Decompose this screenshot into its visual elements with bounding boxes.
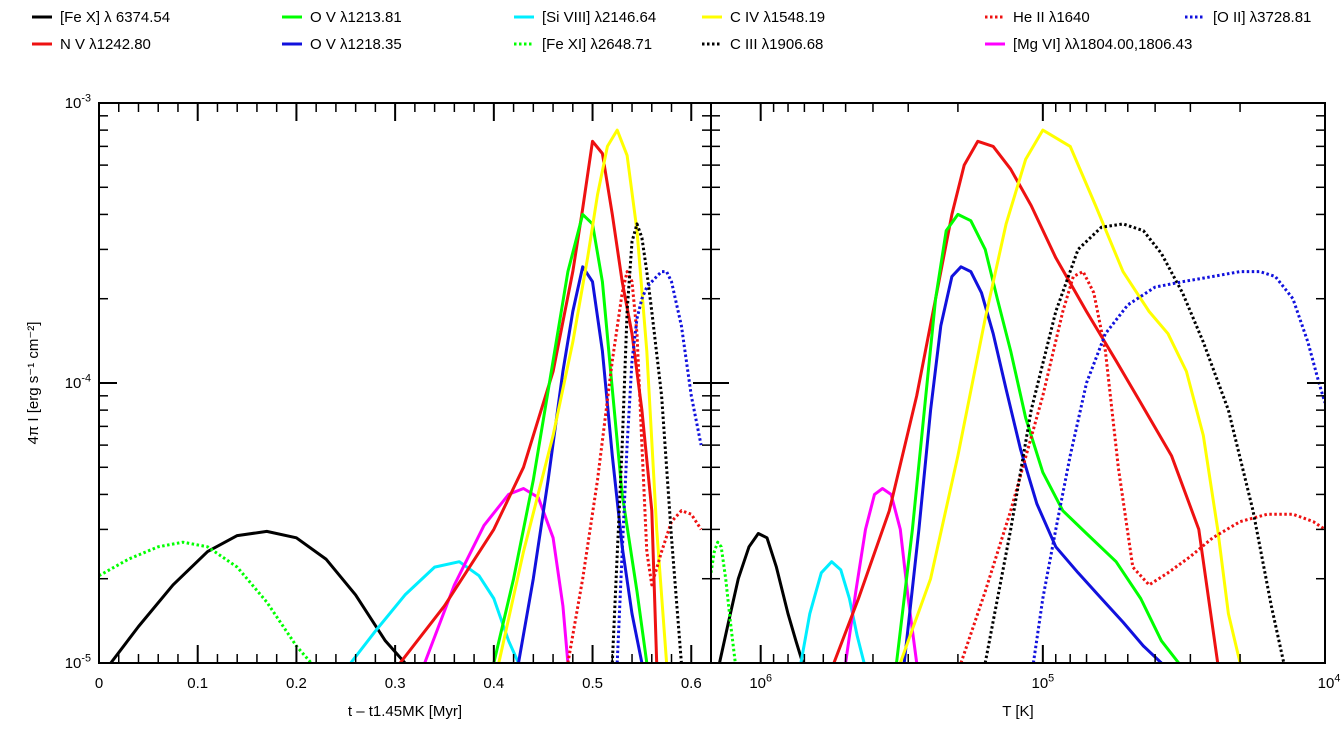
- plot-frame: [98, 102, 712, 664]
- y-ticks: [99, 102, 711, 664]
- series-line-mg-vi-1804-00-1806-43: [423, 487, 570, 663]
- y-axis-label: 4π I [erg s⁻¹ cm⁻²]: [25, 322, 42, 445]
- legend-label: N V λ1242.80: [60, 36, 151, 53]
- legend-label: C III λ1906.68: [730, 36, 823, 53]
- series-line-n-v-1242-80: [832, 139, 1220, 663]
- series-line-c-iii-1906-68: [610, 222, 683, 663]
- legend-item-c-iv-1548-19: C IV λ1548.19: [702, 9, 825, 26]
- x-axis-label: t – t1.45MK [Myr]: [348, 703, 462, 720]
- series-line-fe-x-6374-54: [109, 529, 407, 663]
- x-tick-label: 0: [95, 675, 103, 692]
- x-axis-label: T [K]: [1002, 703, 1033, 720]
- legend: [Fe X] λ 6374.54 O V λ1213.81 [Si VIII] λ2…: [32, 9, 1311, 53]
- legend-label: [Fe X] λ 6374.54: [60, 9, 170, 26]
- legend-item-o-ii-3728-81: [O II] λ3728.81: [1185, 9, 1311, 26]
- series-line-si-viii-2146-64: [799, 560, 866, 663]
- series-line-c-iv-1548-19: [497, 128, 669, 663]
- series-line-c-iv-1548-19: [898, 128, 1242, 663]
- series-line-o-v-1213-81: [492, 212, 649, 663]
- legend-label: [Fe XI] λ2648.71: [542, 36, 652, 53]
- series-line-o-v-1213-81: [895, 212, 1180, 663]
- legend-item-o-v-1213-81: O V λ1213.81: [282, 9, 402, 26]
- series-line-o-v-1218-35: [517, 265, 644, 663]
- series-line-o-ii-3728-81: [615, 270, 703, 663]
- x-tick-label: 104: [1318, 672, 1341, 692]
- legend-label: C IV λ1548.19: [730, 9, 825, 26]
- legend-label: [Mg VI] λλ1804.00,1806.43: [1013, 36, 1192, 53]
- legend-label: [O II] λ3728.81: [1213, 9, 1311, 26]
- series-line-fe-x-6374-54: [718, 532, 805, 663]
- x-tick-label: 0.4: [483, 675, 504, 692]
- legend-label: O V λ1218.35: [310, 36, 402, 53]
- series-line-he-ii-1640: [566, 270, 703, 663]
- legend-item-fe-xi-2648-71: [Fe XI] λ2648.71: [514, 36, 652, 53]
- series-line-o-v-1218-35: [902, 265, 1163, 663]
- legend-item-c-iii-1906-68: C III λ1906.68: [702, 36, 823, 53]
- legend-item-o-v-1218-35: O V λ1218.35: [282, 36, 402, 53]
- y-ticks: [711, 102, 1325, 664]
- legend-label: O V λ1213.81: [310, 9, 402, 26]
- legend-item-n-v-1242-80: N V λ1242.80: [32, 36, 151, 53]
- series-line-c-iii-1906-68: [983, 222, 1286, 663]
- x-tick-label: 0.2: [286, 675, 307, 692]
- y-tick-label: 10-3: [65, 92, 91, 112]
- series-line-n-v-1242-80: [398, 139, 659, 663]
- x-tick-label: 0.3: [385, 675, 406, 692]
- x-tick-label: 0.5: [582, 675, 603, 692]
- legend-label: [Si VIII] λ2146.64: [542, 9, 656, 26]
- y-tick-label: 10-4: [65, 372, 91, 392]
- x-tick-label: 105: [1031, 672, 1054, 692]
- legend-item-mg-vi-1804-00-1806-43: [Mg VI] λλ1804.00,1806.43: [985, 36, 1192, 53]
- series-line-fe-xi-2648-71: [99, 540, 313, 663]
- legend-label: He II λ1640: [1013, 9, 1090, 26]
- x-ticks: [98, 103, 712, 663]
- x-tick-label: 0.6: [681, 675, 702, 692]
- legend-item-fe-x-6374-54: [Fe X] λ 6374.54: [32, 9, 170, 26]
- series-group: [711, 128, 1325, 663]
- legend-item-he-ii-1640: He II λ1640: [985, 9, 1090, 26]
- left-panel-time: 10-5 10-4 10-3 0 0.1 0.2 0.3 0.4 0.5 0.6 t – t1.45…: [65, 92, 712, 720]
- series-line-fe-xi-2648-71: [711, 540, 737, 663]
- x-ticks: [759, 103, 1326, 663]
- y-tick-label: 10-5: [65, 652, 91, 672]
- x-tick-label: 0.1: [187, 675, 208, 692]
- series-group: [99, 128, 703, 663]
- x-tick-label: 106: [749, 672, 772, 692]
- legend-item-si-viii-2146-64: [Si VIII] λ2146.64: [514, 9, 656, 26]
- right-panel-temperature: 106 105 104 T [K]: [710, 102, 1341, 720]
- series-line-o-ii-3728-81: [1031, 270, 1325, 663]
